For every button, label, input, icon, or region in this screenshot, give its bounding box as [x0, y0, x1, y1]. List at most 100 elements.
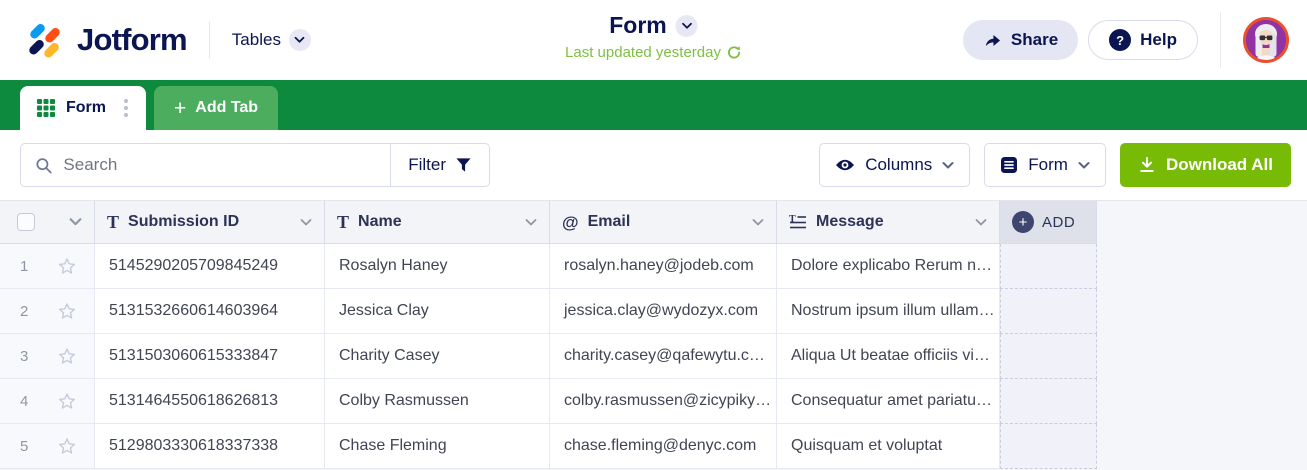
chevron-down-icon[interactable] [975, 218, 987, 227]
avatar[interactable] [1243, 17, 1289, 63]
row-number: 2 [20, 302, 29, 320]
cell-submission-id[interactable]: 5145290205709845249 [95, 244, 325, 289]
empty-add-cell[interactable] [1000, 244, 1097, 289]
chevron-down-icon[interactable] [525, 218, 537, 227]
refresh-icon[interactable] [727, 45, 742, 60]
column-header-name[interactable]: T Name [325, 201, 550, 244]
avatar-illustration [1246, 20, 1286, 60]
star-icon[interactable] [56, 436, 78, 457]
row-number: 3 [20, 347, 29, 365]
header-actions: Share ? Help [962, 12, 1307, 68]
share-button[interactable]: Share [962, 20, 1079, 60]
empty-add-cell[interactable] [1000, 379, 1097, 424]
row-filler [1097, 424, 1307, 469]
header-divider [1220, 12, 1221, 68]
cell-message[interactable]: Aliqua Ut beatae officiis vi… [777, 334, 1000, 379]
cell-message[interactable]: Nostrum ipsum illum ullam… [777, 289, 1000, 334]
select-all-header-cell [0, 201, 95, 244]
select-all-checkbox[interactable] [17, 213, 35, 231]
title-chevron-down-icon[interactable] [675, 14, 698, 37]
columns-button-label: Columns [865, 155, 933, 174]
header-divider [208, 22, 210, 58]
text-field-icon: T [107, 212, 120, 232]
table-row[interactable]: 5 5129803330618337338 Chase Fleming chas… [0, 424, 1307, 469]
plus-circle-icon: + [1012, 211, 1034, 233]
table-header-row: T Submission ID T Name @ Email T Message [0, 200, 1307, 244]
download-icon [1140, 157, 1154, 172]
row-select-cell: 1 [0, 244, 95, 289]
row-filler [1097, 289, 1307, 334]
filter-funnel-icon [456, 158, 471, 172]
download-all-button[interactable]: Download All [1119, 143, 1291, 187]
header-filler [1097, 201, 1307, 244]
search-input[interactable] [63, 155, 377, 175]
page-title: Form [609, 12, 667, 38]
column-header-submission-id[interactable]: T Submission ID [95, 201, 325, 244]
cell-email[interactable]: colby.rasmussen@zicypiky… [550, 379, 777, 424]
add-column-button[interactable]: + ADD [1000, 201, 1097, 244]
page-title-block: Form Last updated yesterday [565, 12, 742, 61]
add-tab-button[interactable]: + Add Tab [154, 86, 279, 130]
cell-message[interactable]: Quisquam et voluptat [777, 424, 1000, 469]
table-row[interactable]: 1 5145290205709845249 Rosalyn Haney rosa… [0, 244, 1307, 289]
download-all-label: Download All [1165, 155, 1273, 174]
eye-icon [836, 159, 855, 171]
chevron-down-icon[interactable] [69, 217, 82, 227]
column-header-message[interactable]: T Message [777, 201, 1000, 244]
cell-submission-id[interactable]: 5129803330618337338 [95, 424, 325, 469]
empty-add-cell[interactable] [1000, 289, 1097, 334]
tab-options-kebab-icon[interactable] [116, 93, 136, 123]
cell-email[interactable]: jessica.clay@wydozyx.com [550, 289, 777, 334]
at-icon: @ [562, 212, 579, 232]
table-row[interactable]: 2 5131532660614603964 Jessica Clay jessi… [0, 289, 1307, 334]
cell-email[interactable]: rosalyn.haney@jodeb.com [550, 244, 777, 289]
add-column-label: ADD [1042, 213, 1076, 231]
help-button[interactable]: ? Help [1088, 20, 1198, 60]
star-icon[interactable] [56, 391, 78, 412]
search-box[interactable] [21, 144, 390, 186]
cell-name[interactable]: Chase Fleming [325, 424, 550, 469]
view-form-button-label: Form [1028, 155, 1068, 174]
cell-email[interactable]: charity.casey@qafewytu.c… [550, 334, 777, 379]
cell-submission-id[interactable]: 5131503060615333847 [95, 334, 325, 379]
row-number: 4 [20, 392, 29, 410]
column-header-email[interactable]: @ Email [550, 201, 777, 244]
cell-name[interactable]: Rosalyn Haney [325, 244, 550, 289]
cell-message[interactable]: Consequatur amet pariatu… [777, 379, 1000, 424]
submissions-table: T Submission ID T Name @ Email T Message [0, 200, 1307, 470]
star-icon[interactable] [56, 256, 78, 277]
search-filter-group: Filter [20, 143, 490, 187]
tables-nav-label: Tables [231, 30, 281, 49]
cell-message[interactable]: Dolore explicabo Rerum n… [777, 244, 1000, 289]
chevron-down-icon [942, 161, 954, 168]
toolbar-actions: Columns Form Download All [819, 143, 1291, 187]
tables-nav-dropdown[interactable]: Tables [232, 29, 311, 51]
cell-name[interactable]: Charity Casey [325, 334, 550, 379]
jotform-logo[interactable]: Jotform [0, 20, 188, 60]
table-row[interactable]: 3 5131503060615333847 Charity Casey char… [0, 334, 1307, 379]
chevron-down-icon[interactable] [752, 218, 764, 227]
cell-email[interactable]: chase.fleming@denyc.com [550, 424, 777, 469]
brand-wordmark: Jotform [77, 22, 188, 57]
cell-name[interactable]: Colby Rasmussen [325, 379, 550, 424]
svg-text:T: T [789, 214, 796, 225]
search-icon [36, 157, 52, 173]
cell-submission-id[interactable]: 5131532660614603964 [95, 289, 325, 334]
cell-submission-id[interactable]: 5131464550618626813 [95, 379, 325, 424]
table-row[interactable]: 4 5131464550618626813 Colby Rasmussen co… [0, 379, 1307, 424]
share-button-label: Share [1010, 30, 1059, 49]
chevron-down-icon[interactable] [300, 218, 312, 227]
star-icon[interactable] [56, 346, 78, 367]
row-select-cell: 3 [0, 334, 95, 379]
add-tab-label: Add Tab [195, 99, 259, 116]
tab-form[interactable]: Form [20, 86, 146, 130]
empty-add-cell[interactable] [1000, 424, 1097, 469]
empty-add-cell[interactable] [1000, 334, 1097, 379]
table-toolbar: Filter Columns Form [0, 130, 1307, 200]
cell-name[interactable]: Jessica Clay [325, 289, 550, 334]
columns-button[interactable]: Columns [819, 143, 971, 187]
star-icon[interactable] [56, 301, 78, 322]
view-form-button[interactable]: Form [984, 143, 1106, 187]
filter-button[interactable]: Filter [390, 144, 489, 186]
form-list-icon [1001, 157, 1018, 173]
